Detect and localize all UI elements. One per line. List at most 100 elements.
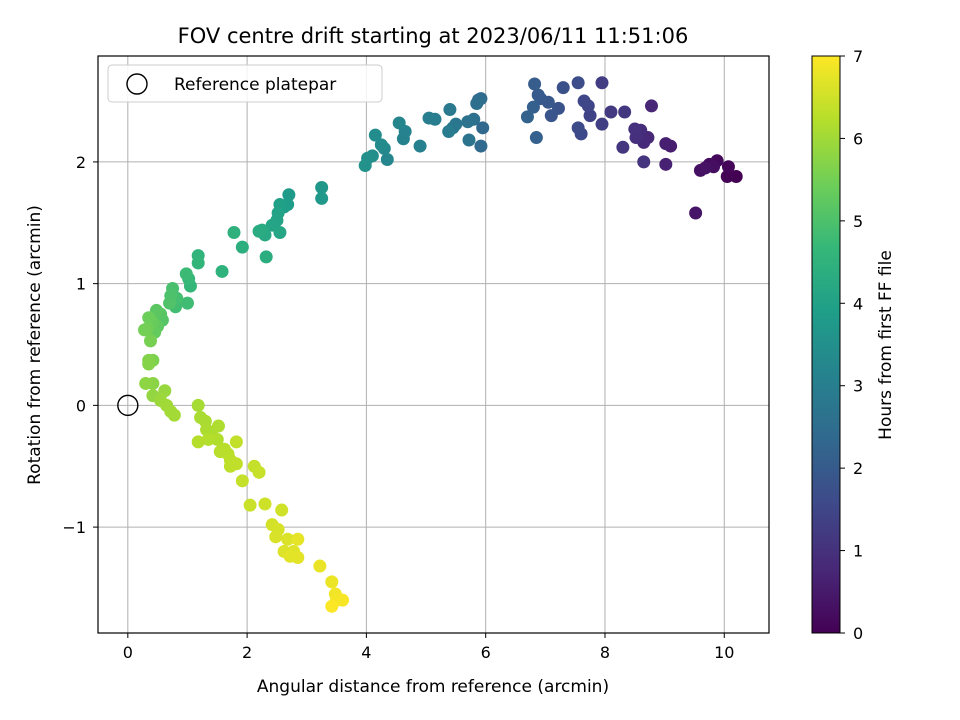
data-point — [628, 122, 642, 136]
y-tick-label: −1 — [62, 518, 86, 537]
data-point — [556, 81, 570, 95]
data-point — [258, 497, 272, 511]
y-axis-label: Rotation from reference (arcmin) — [25, 205, 45, 485]
x-tick-label: 8 — [600, 643, 610, 662]
colorbar-tick-label: 2 — [853, 459, 863, 478]
scatter-points — [138, 76, 743, 613]
data-point — [528, 77, 542, 91]
chart-title: FOV centre drift starting at 2023/06/11 … — [178, 24, 689, 48]
data-point — [618, 105, 632, 119]
data-point — [163, 296, 177, 310]
data-point — [325, 575, 339, 589]
data-point — [689, 206, 703, 220]
data-point — [229, 457, 243, 471]
plot-background — [98, 56, 769, 633]
data-point — [235, 240, 249, 254]
colorbar-label: Hours from first FF file — [876, 250, 896, 440]
data-point — [167, 408, 181, 422]
data-point — [595, 76, 609, 90]
data-point — [645, 99, 659, 113]
data-point — [336, 593, 350, 607]
data-point — [368, 128, 382, 142]
data-point — [180, 296, 194, 310]
reference-platepar-marker — [117, 394, 139, 417]
x-tick-label: 6 — [481, 643, 491, 662]
data-point — [259, 250, 273, 264]
data-point — [191, 256, 205, 270]
colorbar-tick-label: 5 — [853, 212, 863, 231]
data-point — [413, 139, 427, 153]
data-point — [544, 109, 558, 123]
data-point — [210, 432, 224, 446]
colorbar-tick-label: 1 — [853, 542, 863, 561]
data-point — [422, 111, 436, 125]
data-point — [191, 398, 205, 412]
data-point — [313, 559, 327, 573]
data-point — [659, 157, 673, 171]
data-point — [243, 498, 257, 512]
colorbar-tick-label: 6 — [853, 129, 863, 148]
colorbar-tick-label: 0 — [853, 624, 863, 643]
data-point — [604, 105, 618, 119]
data-point — [291, 551, 305, 565]
data-point — [252, 465, 266, 479]
colorbar-gradient — [811, 55, 841, 634]
data-point — [179, 267, 193, 281]
data-point — [470, 96, 484, 110]
data-point — [281, 532, 295, 546]
data-point — [215, 264, 229, 278]
data-point — [269, 530, 283, 544]
data-point — [583, 109, 597, 123]
data-point — [291, 532, 305, 546]
y-axis-ticks: −1 0 1 2 — [62, 153, 98, 537]
data-point — [659, 137, 673, 151]
data-point — [531, 88, 545, 102]
data-point — [396, 132, 410, 146]
colorbar-ticks: 0 1 2 3 4 5 6 7 — [840, 47, 863, 643]
data-point — [571, 121, 585, 135]
colorbar-tick-label: 7 — [853, 47, 863, 66]
data-point — [442, 124, 456, 138]
data-point — [392, 116, 406, 130]
data-point — [595, 117, 609, 131]
data-point — [443, 103, 457, 117]
colorbar-tick-label: 3 — [853, 377, 863, 396]
legend-marker-reference — [126, 73, 148, 95]
x-tick-label: 2 — [242, 643, 252, 662]
x-tick-label: 10 — [714, 643, 734, 662]
plot-area — [97, 55, 770, 634]
y-tick-label: 0 — [76, 396, 86, 415]
data-point — [721, 160, 735, 174]
data-point — [529, 131, 543, 145]
data-point — [229, 435, 243, 449]
data-point — [273, 226, 287, 240]
data-point — [201, 432, 215, 446]
data-point — [315, 191, 329, 205]
data-point — [616, 140, 630, 154]
legend-entry-reference: Reference platepar — [174, 75, 336, 95]
data-point — [358, 159, 372, 173]
x-tick-label: 0 — [123, 643, 133, 662]
data-point — [474, 139, 488, 153]
x-axis-ticks: 0 2 4 6 8 10 — [123, 633, 734, 662]
data-point — [235, 474, 249, 488]
data-point — [720, 170, 734, 184]
legend: Reference platepar — [107, 64, 383, 103]
colorbar: 0 1 2 3 4 5 6 7 Hours from first FF file — [811, 47, 896, 643]
data-point — [158, 384, 172, 398]
data-point — [252, 224, 266, 238]
data-point — [729, 170, 743, 184]
data-point — [325, 599, 339, 613]
data-point — [142, 357, 156, 371]
legend-box — [107, 64, 383, 103]
data-point — [315, 180, 329, 194]
data-point — [577, 94, 591, 108]
x-tick-label: 4 — [361, 643, 371, 662]
data-point — [476, 121, 490, 135]
data-point — [142, 311, 156, 325]
plot-frame — [97, 55, 770, 634]
y-tick-label: 1 — [76, 275, 86, 294]
data-point — [380, 152, 394, 166]
data-point — [461, 115, 475, 129]
